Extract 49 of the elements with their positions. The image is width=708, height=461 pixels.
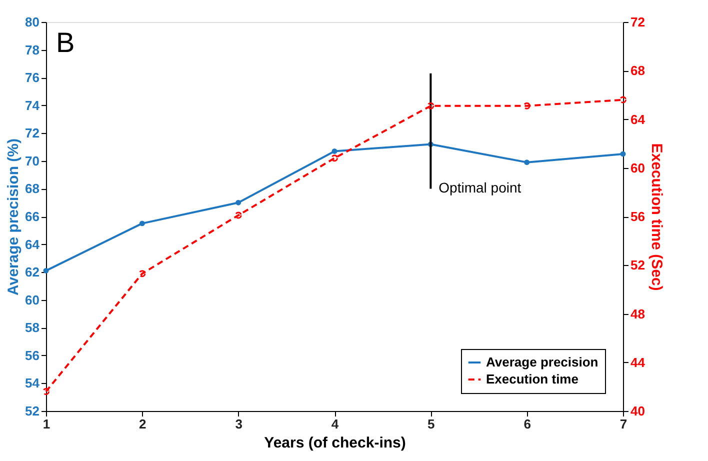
x-tick-label: 7 (620, 416, 628, 432)
x-tick-label: 6 (524, 416, 531, 432)
point (139, 220, 145, 226)
point (523, 102, 530, 110)
y-axis-title: Average precision (%) (5, 138, 22, 296)
y2-tick-label: 48 (630, 306, 645, 322)
point (138, 270, 146, 278)
point (43, 268, 49, 274)
point (332, 148, 338, 154)
y-tick-label: 68 (25, 181, 40, 196)
y2-tick-label: 56 (630, 209, 645, 224)
point (620, 151, 626, 157)
y2-tick-label: 60 (630, 160, 645, 176)
x-tick-label: 1 (42, 416, 50, 432)
y-tick-label: 72 (25, 126, 40, 141)
x-tick-label: 5 (428, 416, 435, 432)
chart-title: B (56, 27, 75, 58)
y2-tick-label: 68 (630, 63, 645, 78)
x-tick-label: 4 (331, 416, 340, 432)
point (331, 154, 338, 162)
y2-tick-label: 40 (630, 404, 645, 418)
y-tick-label: 56 (25, 348, 40, 363)
y-tick-label: 66 (25, 209, 40, 224)
y2-tick-label: 44 (630, 354, 646, 370)
y-tick-label: 54 (25, 376, 40, 391)
point (524, 160, 530, 166)
point (236, 200, 242, 206)
y-tick-label: 60 (25, 292, 40, 308)
y-tick-label: 74 (25, 98, 40, 113)
y-tick-label: 70 (25, 153, 40, 168)
legend-label: Execution time (486, 372, 578, 386)
y2-axis-title: Execution time (Sec) (648, 143, 665, 291)
y-tick-label: 64 (25, 236, 40, 252)
y-tick-label: 58 (25, 320, 40, 336)
y2-tick-label: 64 (630, 112, 646, 127)
y-tick-label: 78 (25, 42, 40, 58)
x-tick-label: 2 (139, 416, 146, 432)
point (234, 212, 242, 219)
x-axis-title: Years (of check-ins) (264, 434, 406, 452)
legend-label: Average precision (486, 354, 598, 370)
y-tick-label: 80 (25, 14, 40, 30)
point (427, 102, 434, 110)
x-tick-label: 3 (235, 416, 242, 432)
y-tick-label: 62 (25, 264, 40, 280)
y-tick-label: 76 (25, 70, 40, 86)
y2-tick-label: 72 (630, 14, 645, 30)
y-tick-label: 52 (25, 404, 40, 418)
y2-tick-label: 52 (630, 258, 645, 273)
annotation: Optimal point (438, 180, 522, 196)
